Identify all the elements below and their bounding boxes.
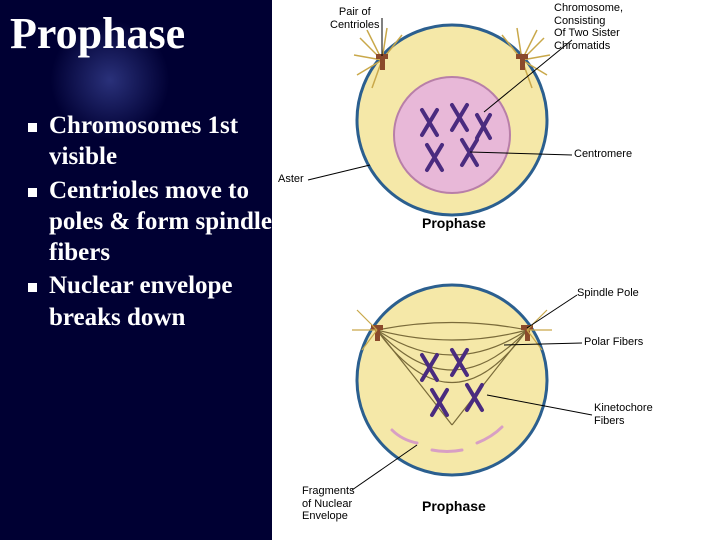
page-title: Prophase	[10, 8, 185, 59]
bullet-marker	[28, 188, 37, 197]
cell-diagram-1	[272, 0, 720, 260]
bullet-text: Centrioles move to poles & form spindle …	[49, 175, 278, 269]
label-kinetochore: KinetochoreFibers	[594, 402, 653, 427]
label-chromosome: Chromosome,ConsistingOf Two SisterChroma…	[554, 2, 623, 53]
label-aster: Aster	[278, 173, 304, 186]
label-centrioles: Pair ofCentrioles	[330, 6, 380, 31]
label-polar-fibers: Polar Fibers	[584, 336, 643, 349]
bullet-item: Nuclear envelope breaks down	[28, 270, 278, 333]
bullet-text: Chromosomes 1st visible	[49, 110, 278, 173]
bullet-item: Chromosomes 1st visible	[28, 110, 278, 173]
bullet-list: Chromosomes 1st visible Centrioles move …	[28, 110, 278, 335]
bullet-text: Nuclear envelope breaks down	[49, 270, 278, 333]
label-spindle-pole: Spindle Pole	[577, 287, 639, 300]
bullet-item: Centrioles move to poles & form spindle …	[28, 175, 278, 269]
diagram-area: Pair ofCentrioles Chromosome,ConsistingO…	[272, 0, 720, 540]
label-centromere: Centromere	[574, 148, 632, 161]
phase-label-1: Prophase	[422, 215, 486, 231]
phase-label-2: Prophase	[422, 498, 486, 514]
label-fragments: Fragmentsof NuclearEnvelope	[302, 485, 355, 523]
bullet-marker	[28, 283, 37, 292]
bullet-marker	[28, 123, 37, 132]
